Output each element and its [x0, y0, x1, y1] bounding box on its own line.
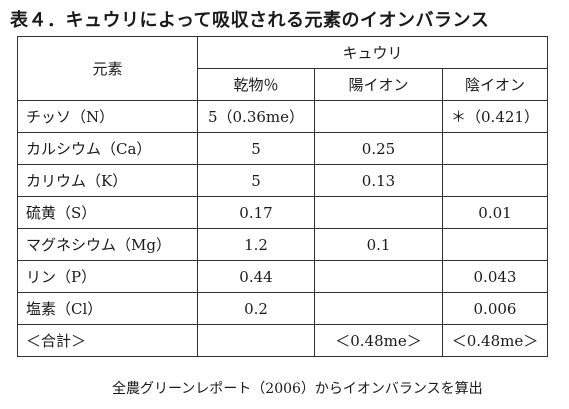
cation-cell: 0.25: [314, 132, 443, 165]
header-anion: 陰イオン: [442, 68, 548, 101]
element-cell: カリウム（K）: [17, 164, 198, 197]
anion-cell: 0.043: [442, 260, 548, 293]
element-cell: マグネシウム（Mg）: [17, 228, 198, 261]
dry-matter-cell: 0.2: [197, 292, 315, 325]
total-anion-cell: ＜0.48me＞: [442, 324, 548, 357]
cation-cell: [314, 260, 443, 293]
anion-cell: 0.01: [442, 196, 548, 229]
cation-cell: [314, 100, 443, 133]
dry-matter-cell: 5: [197, 164, 315, 197]
anion-cell: [442, 132, 548, 165]
total-dry-matter-cell: [197, 324, 315, 357]
dry-matter-cell: 1.2: [197, 228, 315, 261]
header-dry-matter: 乾物％: [197, 68, 315, 101]
ion-balance-table: 元素 キュウリ 乾物％ 陽イオン 陰イオン チッソ（N） 5（0.36me） ＊（0…: [17, 36, 548, 357]
element-cell: リン（P）: [17, 260, 198, 293]
total-row: ＜合計＞ ＜0.48me＞ ＜0.48me＞: [17, 324, 548, 357]
cation-cell: [314, 196, 443, 229]
dry-matter-cell: 0.17: [197, 196, 315, 229]
element-cell: 硫黄（S）: [17, 196, 198, 229]
element-cell: 塩素（Cl）: [17, 292, 198, 325]
header-cucumber: キュウリ: [197, 36, 548, 69]
header-cation: 陽イオン: [314, 68, 443, 101]
header-row-2: 乾物％ 陽イオン 陰イオン: [18, 68, 548, 101]
dry-matter-cell: 0.44: [197, 260, 315, 293]
anion-cell: [442, 228, 548, 261]
table-row: カリウム（K） 5 0.13: [17, 164, 548, 197]
table-row: マグネシウム（Mg） 1.2 0.1: [17, 228, 548, 261]
element-cell: カルシウム（Ca）: [17, 132, 198, 165]
dry-matter-cell: 5（0.36me）: [197, 100, 315, 133]
anion-cell: ＊（0.421）: [442, 100, 548, 133]
cation-cell: 0.13: [314, 164, 443, 197]
total-cation-cell: ＜0.48me＞: [314, 324, 443, 357]
element-cell: チッソ（N）: [17, 100, 198, 133]
anion-cell: [442, 164, 548, 197]
source-note: 全農グリーンレポート（2006）からイオンバランスを算出: [112, 381, 483, 397]
cation-cell: [314, 292, 443, 325]
table-row: 硫黄（S） 0.17 0.01: [17, 196, 548, 229]
anion-cell: 0.006: [442, 292, 548, 325]
table-row: カルシウム（Ca） 5 0.25: [17, 132, 548, 165]
table-title: 表４．キュウリによって吸収される元素のイオンバランス: [10, 10, 490, 31]
cation-cell: 0.1: [314, 228, 443, 261]
table-row: 塩素（Cl） 0.2 0.006: [17, 292, 548, 325]
total-label-cell: ＜合計＞: [17, 324, 198, 357]
header-element: 元素: [17, 36, 198, 101]
dry-matter-cell: 5: [197, 132, 315, 165]
table-row: リン（P） 0.44 0.043: [17, 260, 548, 293]
header-row-1: 元素 キュウリ: [17, 36, 548, 101]
table-row: チッソ（N） 5（0.36me） ＊（0.421）: [17, 100, 548, 133]
